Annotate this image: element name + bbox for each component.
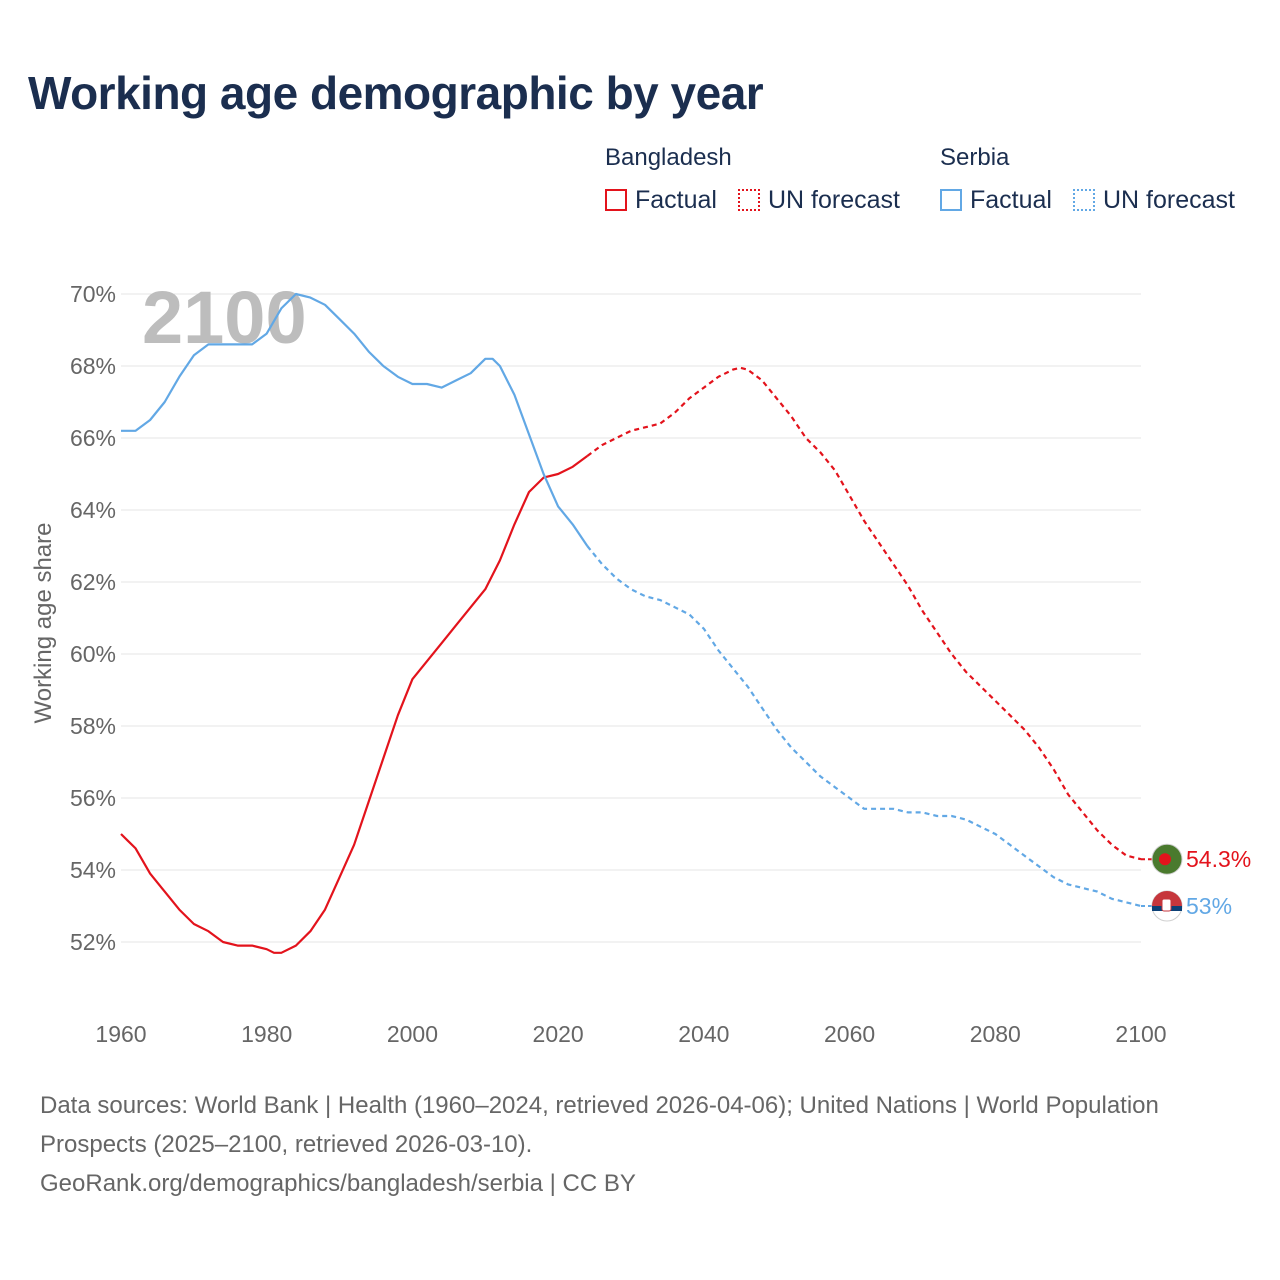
y-tick-label: 62% (70, 569, 116, 595)
flag-emblem (1161, 898, 1172, 912)
x-tick-label: 1980 (241, 1021, 292, 1047)
y-tick-label: 54% (70, 857, 116, 883)
y-tick-label: 58% (70, 713, 116, 739)
x-tick-label: 2000 (387, 1021, 438, 1047)
legend-label: UN forecast (768, 185, 900, 214)
x-tick-label: 2060 (824, 1021, 875, 1047)
x-tick-label: 2020 (533, 1021, 584, 1047)
y-tick-label: 52% (70, 929, 116, 955)
flag-red-disc (1159, 853, 1171, 866)
legend-swatch-solid-red (605, 189, 627, 211)
end-value-label-bangladesh: 54.3% (1186, 846, 1251, 872)
x-tick-label: 1960 (95, 1021, 146, 1047)
legend-bangladesh-forecast[interactable]: UN forecast (738, 185, 900, 215)
legend-swatch-dotted-red (738, 189, 760, 211)
y-tick-label: 64% (70, 497, 116, 523)
y-axis-label: Working age share (30, 523, 57, 724)
end-value-label-serbia: 53% (1186, 893, 1232, 919)
legend-label: Factual (635, 185, 717, 214)
year-watermark: 2100 (142, 276, 307, 359)
legend-serbia-forecast[interactable]: UN forecast (1073, 185, 1235, 215)
data-sources-note: Data sources: World Bank | Health (1960–… (40, 1092, 1159, 1158)
x-axis: 1960 1980 2000 2020 2040 2060 2080 2100 (95, 1021, 1166, 1047)
series-layer (120, 292, 1142, 954)
chart-title: Working age demographic by year (28, 67, 764, 119)
legend-group-bangladesh: Bangladesh (605, 144, 732, 171)
legend-label: Factual (970, 185, 1052, 214)
y-tick-label: 66% (70, 425, 116, 451)
y-tick-label: 70% (70, 281, 116, 307)
legend-label: UN forecast (1103, 185, 1235, 214)
series-line-bangladesh-factual[interactable] (120, 455, 588, 954)
legend-swatch-dotted-blue (1073, 189, 1095, 211)
series-line-serbia-forecast[interactable] (586, 545, 1142, 908)
x-tick-label: 2080 (970, 1021, 1021, 1047)
legend-serbia-factual[interactable]: Factual (940, 185, 1052, 215)
y-axis: 52% 54% 56% 58% 60% 62% 64% 66% 68% 70% (70, 281, 116, 955)
grid-layer (121, 293, 1141, 943)
series-line-bangladesh-forecast[interactable] (586, 366, 1142, 861)
series-line-serbia-factual[interactable] (121, 292, 589, 547)
x-tick-label: 2100 (1115, 1021, 1166, 1047)
legend-bangladesh-factual[interactable]: Factual (605, 185, 717, 215)
end-markers: 54.3% 53% (1141, 843, 1251, 922)
y-tick-label: 56% (70, 785, 116, 811)
x-tick-label: 2040 (678, 1021, 729, 1047)
legend-swatch-solid-blue (940, 189, 962, 211)
y-tick-label: 60% (70, 641, 116, 667)
y-tick-label: 68% (70, 353, 116, 379)
credit-line: GeoRank.org/demographics/bangladesh/serb… (40, 1170, 636, 1197)
footer: Data sources: World Bank | Health (1960–… (40, 1086, 1190, 1203)
legend-group-serbia: Serbia (940, 144, 1010, 171)
